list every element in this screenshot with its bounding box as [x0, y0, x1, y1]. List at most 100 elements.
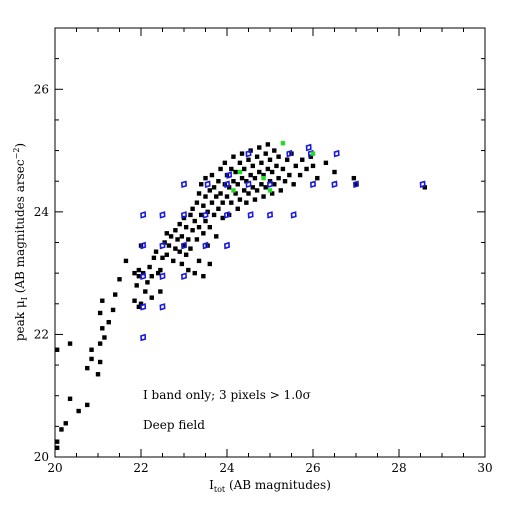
point-black	[263, 151, 268, 156]
point-black	[233, 191, 238, 196]
point-black	[177, 221, 182, 227]
point-black	[269, 191, 275, 196]
point-black	[254, 154, 260, 159]
point-black	[235, 182, 240, 187]
point-black	[274, 163, 279, 169]
point-black	[97, 359, 103, 365]
point-black	[287, 172, 292, 178]
point-black	[246, 191, 251, 196]
point-black	[257, 169, 262, 175]
point-black	[297, 172, 303, 178]
point-black	[218, 166, 223, 172]
point-black	[315, 175, 320, 181]
point-black	[252, 197, 258, 202]
x-tick-label: 26	[305, 461, 320, 475]
point-blue-diamond	[159, 272, 166, 280]
point-black	[153, 249, 159, 254]
point-black	[67, 396, 73, 401]
point-black	[237, 160, 243, 166]
point-blue-diamond	[290, 211, 297, 219]
point-black	[151, 255, 157, 261]
point-black	[222, 160, 228, 166]
point-black	[235, 206, 240, 211]
point-blue-diamond	[286, 149, 293, 158]
point-black	[59, 427, 64, 432]
point-black	[291, 182, 296, 187]
point-black	[145, 280, 150, 285]
point-black	[177, 249, 182, 254]
point-black	[179, 234, 185, 239]
point-black	[220, 215, 225, 221]
point-green	[231, 188, 236, 193]
point-black	[203, 218, 208, 224]
point-blue-diamond	[202, 211, 209, 219]
point-black	[269, 169, 275, 175]
point-black	[242, 188, 247, 193]
point-black	[293, 163, 298, 169]
point-black	[246, 157, 251, 162]
point-black	[282, 179, 288, 184]
point-black	[351, 175, 357, 181]
x-tick-label: 30	[477, 461, 492, 475]
y-tick-label: 20	[34, 450, 49, 464]
point-black	[156, 270, 161, 276]
point-blue-diamond	[180, 241, 188, 250]
point-black	[285, 157, 290, 162]
point-black	[171, 258, 176, 264]
point-black	[209, 172, 215, 178]
point-black	[188, 246, 193, 251]
point-black	[89, 356, 94, 362]
point-blue-diamond	[266, 180, 274, 189]
point-black	[181, 243, 187, 248]
point-black	[188, 212, 193, 218]
point-black	[276, 175, 281, 181]
point-blue-diamond	[419, 180, 426, 189]
point-black	[252, 175, 258, 181]
point-black	[190, 206, 195, 211]
point-black	[231, 179, 236, 184]
point-black	[85, 402, 90, 408]
point-green	[280, 141, 286, 146]
point-black	[263, 185, 268, 190]
point-black	[54, 439, 60, 444]
point-black	[196, 258, 202, 264]
point-black	[196, 191, 202, 196]
point-black	[239, 151, 245, 156]
point-black	[267, 179, 273, 184]
point-green	[310, 151, 316, 156]
point-black	[216, 179, 221, 184]
point-black	[158, 267, 163, 273]
point-black	[190, 228, 195, 233]
point-black	[54, 347, 60, 352]
point-black	[259, 160, 264, 166]
y-tick-label: 22	[34, 327, 49, 341]
point-blue-diamond	[305, 143, 312, 152]
axis-tick-labels: 20 22 24 26 28 30 20 22 24 26	[34, 82, 493, 475]
point-black	[158, 289, 163, 294]
point-black	[214, 234, 219, 239]
point-black	[164, 252, 169, 257]
point-blue-diamond	[223, 180, 231, 189]
annotation-band: I band only; 3 pixels > 1.0σ	[143, 388, 311, 402]
point-blue-diamond	[180, 272, 188, 280]
x-tick-label: 20	[47, 461, 62, 475]
point-black	[192, 270, 197, 276]
point-black	[272, 182, 277, 187]
point-black	[231, 154, 236, 159]
point-black	[300, 157, 305, 162]
point-blue-diamond	[226, 171, 233, 179]
x-tick-label: 28	[391, 461, 406, 475]
point-black	[97, 310, 103, 316]
point-black	[259, 182, 264, 187]
point-black	[160, 255, 165, 261]
point-black	[100, 326, 105, 331]
point-black	[194, 237, 200, 242]
point-black	[323, 160, 329, 166]
point-blue-diamond	[140, 303, 147, 311]
point-blue-diamond	[331, 180, 338, 189]
point-blue-diamond	[140, 333, 147, 342]
y-tick-label: 24	[34, 205, 50, 219]
point-black	[175, 237, 180, 242]
point-black	[257, 145, 262, 150]
